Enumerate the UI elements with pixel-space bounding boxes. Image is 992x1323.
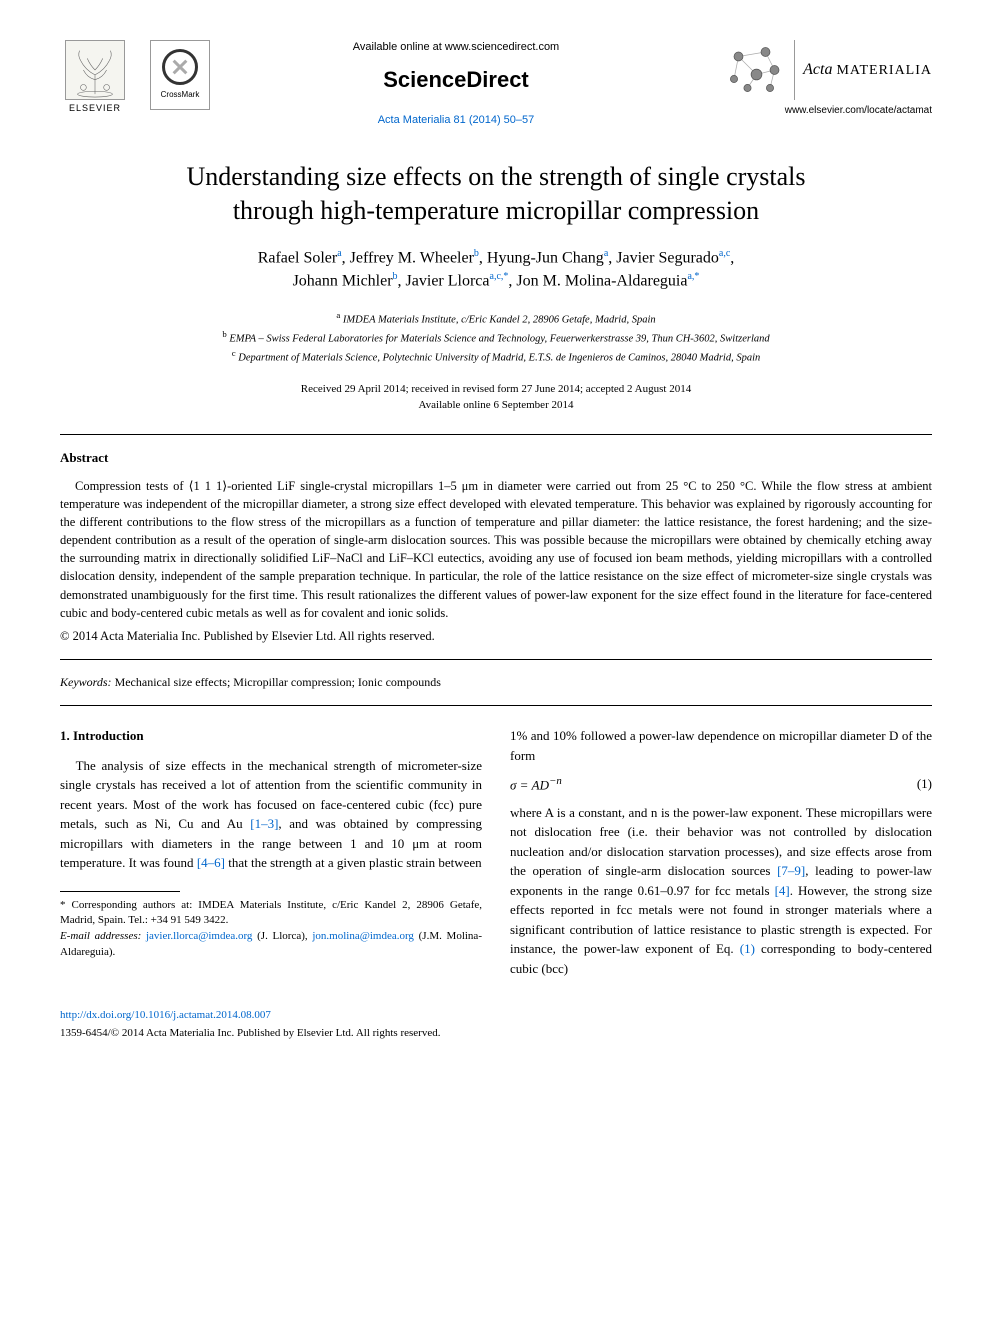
- author-4-aff[interactable]: a,c: [719, 248, 730, 259]
- title-line-1: Understanding size effects on the streng…: [186, 162, 805, 191]
- keywords-text: Mechanical size effects; Micropillar com…: [112, 675, 441, 689]
- dates-block: Received 29 April 2014; received in revi…: [60, 381, 932, 414]
- elsevier-tree-icon: [65, 40, 125, 100]
- equation-number: (1): [917, 774, 932, 794]
- ref-link-4-6[interactable]: [4–6]: [197, 855, 225, 870]
- bottom-copyright: 1359-6454/© 2014 Acta Materialia Inc. Pu…: [60, 1026, 932, 1041]
- header-left: ELSEVIER CrossMark: [60, 40, 210, 125]
- column-left: 1. Introduction The analysis of size eff…: [60, 726, 482, 978]
- equation-body: σ = AD−n: [510, 773, 562, 795]
- equation-1: σ = AD−n (1): [510, 773, 932, 795]
- online-date: Available online 6 September 2014: [419, 399, 574, 411]
- rule-below-abstract: [60, 659, 932, 660]
- header-right: Acta MATERIALIA www.elsevier.com/locate/…: [702, 40, 932, 118]
- abstract-heading: Abstract: [60, 449, 932, 467]
- sciencedirect-logo: ScienceDirect: [230, 65, 682, 96]
- author-1-aff[interactable]: a: [337, 248, 341, 259]
- eq-base: σ = AD: [510, 777, 549, 792]
- author-6-aff[interactable]: a,c,*: [490, 271, 509, 282]
- email-link-1[interactable]: javier.llorca@imdea.org: [146, 930, 252, 942]
- ref-link-4[interactable]: [4]: [775, 883, 790, 898]
- affiliation-b: EMPA – Swiss Federal Laboratories for Ma…: [229, 334, 769, 345]
- affiliation-a: IMDEA Materials Institute, c/Eric Kandel…: [343, 314, 656, 325]
- elsevier-label: ELSEVIER: [69, 102, 121, 115]
- author-5-aff[interactable]: b: [393, 271, 398, 282]
- journal-url: www.elsevier.com/locate/actamat: [702, 104, 932, 118]
- intro-paragraph: The analysis of size effects in the mech…: [60, 756, 482, 873]
- header-center: Available online at www.sciencedirect.co…: [210, 40, 702, 130]
- corresponding-footnote: * Corresponding authors at: IMDEA Materi…: [60, 898, 482, 930]
- author-4: Javier Segurado: [616, 250, 719, 267]
- column-right: 1% and 10% followed a power-law dependen…: [510, 726, 932, 978]
- author-3-aff[interactable]: a: [604, 248, 608, 259]
- col2-lead: 1% and 10% followed a power-law dependen…: [510, 726, 932, 765]
- author-7-aff[interactable]: a,*: [687, 271, 699, 282]
- acta-network-icon: [725, 40, 795, 100]
- crossmark-icon: [162, 49, 198, 85]
- rule-below-keywords: [60, 705, 932, 706]
- available-online-text: Available online at www.sciencedirect.co…: [230, 40, 682, 55]
- author-6: Javier Llorca: [406, 272, 490, 289]
- ref-link-1-3[interactable]: [1–3]: [250, 816, 278, 831]
- eq-exponent: −n: [549, 775, 562, 787]
- authors-block: Rafael Solera, Jeffrey M. Wheelerb, Hyun…: [60, 247, 932, 292]
- citation-link[interactable]: Acta Materialia 81 (2014) 50–57: [378, 114, 535, 126]
- author-3: Hyung-Jun Chang: [487, 250, 604, 267]
- journal-name-materialia: MATERIALIA: [836, 63, 932, 78]
- affiliation-c: Department of Materials Science, Polytec…: [238, 353, 760, 364]
- author-5: Johann Michler: [293, 272, 393, 289]
- author-2-aff[interactable]: b: [474, 248, 479, 259]
- paper-title: Understanding size effects on the streng…: [60, 160, 932, 228]
- journal-name-acta: Acta: [803, 61, 832, 78]
- section-1-heading: 1. Introduction: [60, 726, 482, 746]
- col2-paragraph: where A is a constant, and n is the powe…: [510, 803, 932, 979]
- author-2: Jeffrey M. Wheeler: [350, 250, 474, 267]
- doi-link[interactable]: http://dx.doi.org/10.1016/j.actamat.2014…: [60, 1008, 932, 1023]
- abstract-text: Compression tests of ⟨1 1 1⟩-oriented Li…: [60, 477, 932, 622]
- abstract-copyright: © 2014 Acta Materialia Inc. Published by…: [60, 628, 932, 646]
- footnotes-block: * Corresponding authors at: IMDEA Materi…: [60, 898, 482, 962]
- doi-anchor[interactable]: http://dx.doi.org/10.1016/j.actamat.2014…: [60, 1009, 271, 1021]
- body-columns: 1. Introduction The analysis of size eff…: [60, 726, 932, 978]
- intro-text-3: that the strength at a given plastic str…: [225, 855, 482, 870]
- email-link-2[interactable]: jon.molina@imdea.org: [312, 930, 414, 942]
- page-header: ELSEVIER CrossMark Available online at w…: [60, 40, 932, 130]
- crossmark-label: CrossMark: [161, 89, 200, 100]
- journal-brand: Acta MATERIALIA: [702, 40, 932, 100]
- affiliations-block: a IMDEA Materials Institute, c/Eric Kand…: [60, 309, 932, 367]
- rule-above-abstract: [60, 434, 932, 435]
- author-7: Jon M. Molina-Aldareguia: [516, 272, 687, 289]
- keywords-block: Keywords: Mechanical size effects; Micro…: [60, 674, 932, 691]
- elsevier-logo: ELSEVIER: [60, 40, 130, 125]
- title-line-2: through high-temperature micropillar com…: [233, 196, 759, 225]
- footnote-separator: [60, 891, 180, 892]
- crossmark-badge[interactable]: CrossMark: [150, 40, 210, 110]
- author-1: Rafael Soler: [258, 250, 338, 267]
- keywords-label: Keywords:: [60, 675, 112, 689]
- ref-link-7-9[interactable]: [7–9]: [777, 863, 805, 878]
- journal-name: Acta MATERIALIA: [803, 59, 932, 81]
- email-footnote: E-mail addresses: javier.llorca@imdea.or…: [60, 929, 482, 961]
- ref-link-eq1[interactable]: (1): [740, 941, 755, 956]
- email-who-1: (J. Llorca),: [252, 930, 312, 942]
- received-dates: Received 29 April 2014; received in revi…: [301, 383, 691, 395]
- email-label: E-mail addresses:: [60, 930, 141, 942]
